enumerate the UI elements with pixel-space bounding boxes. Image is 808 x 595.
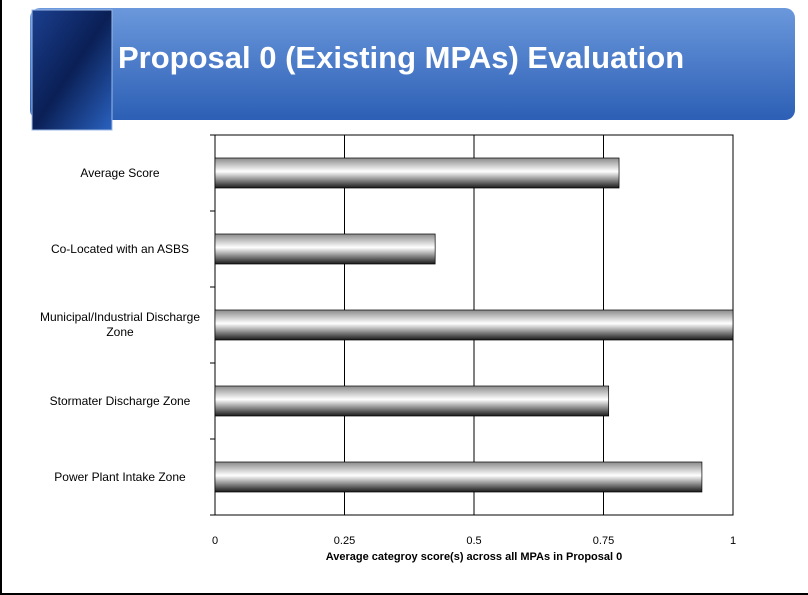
y-tick-label: Stormater Discharge Zone: [49, 393, 191, 408]
x-tick-label: 0: [212, 535, 218, 547]
x-tick-label: 1: [730, 535, 736, 547]
bar: [214, 461, 703, 493]
x-tick-label: 0.25: [334, 535, 355, 547]
x-axis-label: Average categroy score(s) across all MPA…: [326, 551, 623, 563]
title-band: [30, 8, 795, 120]
title-image: [31, 9, 113, 131]
y-tick-label: Co-Located with an ASBS: [50, 241, 190, 256]
bar: [214, 233, 436, 265]
bar: [214, 157, 620, 189]
y-tick-label: Power Plant Intake Zone: [54, 469, 186, 484]
y-tick-label: Average Score: [80, 165, 160, 180]
y-tick-label: Municipal/Industrial Discharge Zone: [39, 310, 201, 339]
chart-title: Proposal 0 (Existing MPAs) Evaluation: [118, 40, 684, 75]
x-tick-label: 0.5: [466, 535, 481, 547]
bar: [214, 309, 734, 341]
x-tick-label: 0.75: [593, 535, 614, 547]
bar: [214, 385, 610, 417]
